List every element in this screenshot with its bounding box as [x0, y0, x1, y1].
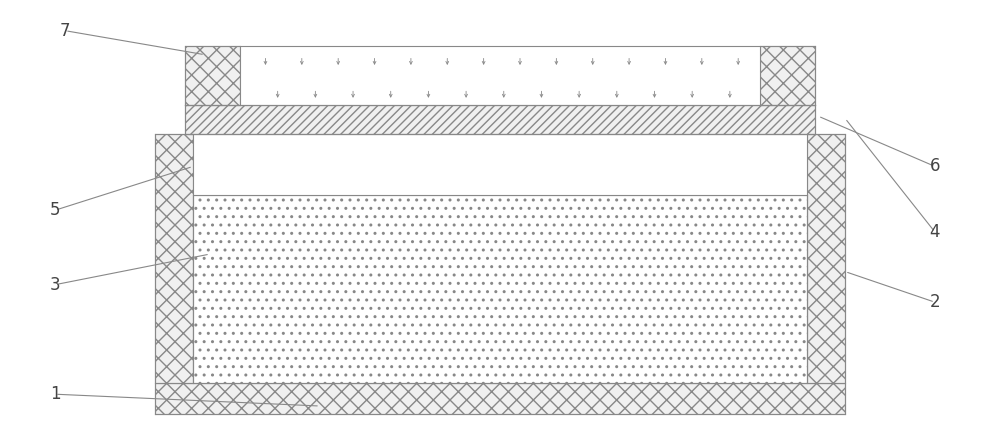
- Bar: [193, 134, 807, 195]
- Text: 2: 2: [930, 293, 940, 311]
- Bar: [155, 383, 845, 414]
- Text: 5: 5: [50, 201, 60, 219]
- Bar: [155, 134, 193, 383]
- Text: 3: 3: [50, 276, 60, 294]
- Text: 7: 7: [60, 21, 70, 40]
- Bar: [193, 195, 807, 383]
- Bar: [760, 46, 815, 105]
- Bar: [807, 134, 845, 383]
- Text: 1: 1: [50, 385, 60, 403]
- Text: 6: 6: [930, 157, 940, 176]
- Bar: [240, 46, 760, 105]
- Text: 4: 4: [930, 223, 940, 241]
- Bar: [185, 46, 240, 105]
- Bar: [185, 105, 815, 134]
